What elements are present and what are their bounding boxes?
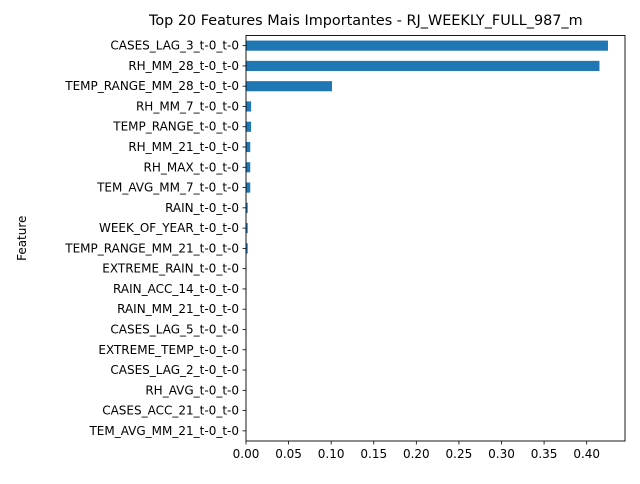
y-tick-label: RH_MM_7_t-0_t-0 xyxy=(136,99,239,113)
x-tick-label: 0.10 xyxy=(318,447,345,461)
y-tick-label: RH_MAX_t-0_t-0 xyxy=(144,160,239,174)
y-tick-label: CASES_LAG_5_t-0_t-0 xyxy=(110,322,239,336)
bar xyxy=(246,142,250,152)
bar xyxy=(246,101,251,111)
bar xyxy=(246,61,599,71)
bar xyxy=(246,41,608,51)
y-tick-label: RAIN_ACC_14_t-0_t-0 xyxy=(113,282,239,296)
bars-layer xyxy=(246,41,608,436)
y-tick-label: CASES_LAG_2_t-0_t-0 xyxy=(110,363,239,377)
y-tick-label: RH_MM_28_t-0_t-0 xyxy=(128,59,239,73)
y-tick-label: EXTREME_TEMP_t-0_t-0 xyxy=(98,343,239,357)
bar xyxy=(246,81,332,91)
y-axis-label: Feature xyxy=(15,216,29,261)
y-tick-label: TEM_AVG_MM_21_t-0_t-0 xyxy=(88,424,239,438)
bar xyxy=(246,182,250,192)
y-tick-label: RH_AVG_t-0_t-0 xyxy=(145,383,239,397)
x-tick-label: 0.05 xyxy=(275,447,302,461)
x-tick-label: 0.30 xyxy=(488,447,515,461)
y-tick-label: TEMP_RANGE_MM_28_t-0_t-0 xyxy=(64,79,239,93)
y-tick-label: RAIN_t-0_t-0 xyxy=(165,201,239,215)
x-ticks: 0.00 0.05 0.10 0.15 0.20 0.25 0.30 0.35 0.40 xyxy=(233,441,600,461)
chart-title: Top 20 Features Mais Importantes - RJ_WE… xyxy=(148,13,583,29)
y-tick-label: RAIN_MM_21_t-0_t-0 xyxy=(117,302,239,316)
y-tick-label: TEM_AVG_MM_7_t-0_t-0 xyxy=(96,181,239,195)
y-tick-label: CASES_LAG_3_t-0_t-0 xyxy=(110,39,239,53)
x-tick-label: 0.20 xyxy=(403,447,430,461)
y-tick-label: WEEK_OF_YEAR_t-0_t-0 xyxy=(99,221,239,235)
x-tick-label: 0.35 xyxy=(531,447,558,461)
y-tick-label: TEMP_RANGE_t-0_t-0 xyxy=(112,120,239,134)
x-tick-label: 0.25 xyxy=(446,447,473,461)
y-tick-label: EXTREME_RAIN_t-0_t-0 xyxy=(102,262,239,276)
plot-frame xyxy=(246,36,625,442)
x-tick-label: 0.40 xyxy=(573,447,600,461)
y-ticks: CASES_LAG_3_t-0_t-0 RH_MM_28_t-0_t-0 TEMP_… xyxy=(64,39,246,438)
y-tick-label: CASES_ACC_21_t-0_t-0 xyxy=(102,404,239,418)
y-tick-label: RH_MM_21_t-0_t-0 xyxy=(128,140,239,154)
y-tick-label: TEMP_RANGE_MM_21_t-0_t-0 xyxy=(64,241,239,255)
bar xyxy=(246,122,251,132)
x-tick-label: 0.00 xyxy=(233,447,260,461)
x-tick-label: 0.15 xyxy=(360,447,387,461)
bar xyxy=(246,162,250,172)
